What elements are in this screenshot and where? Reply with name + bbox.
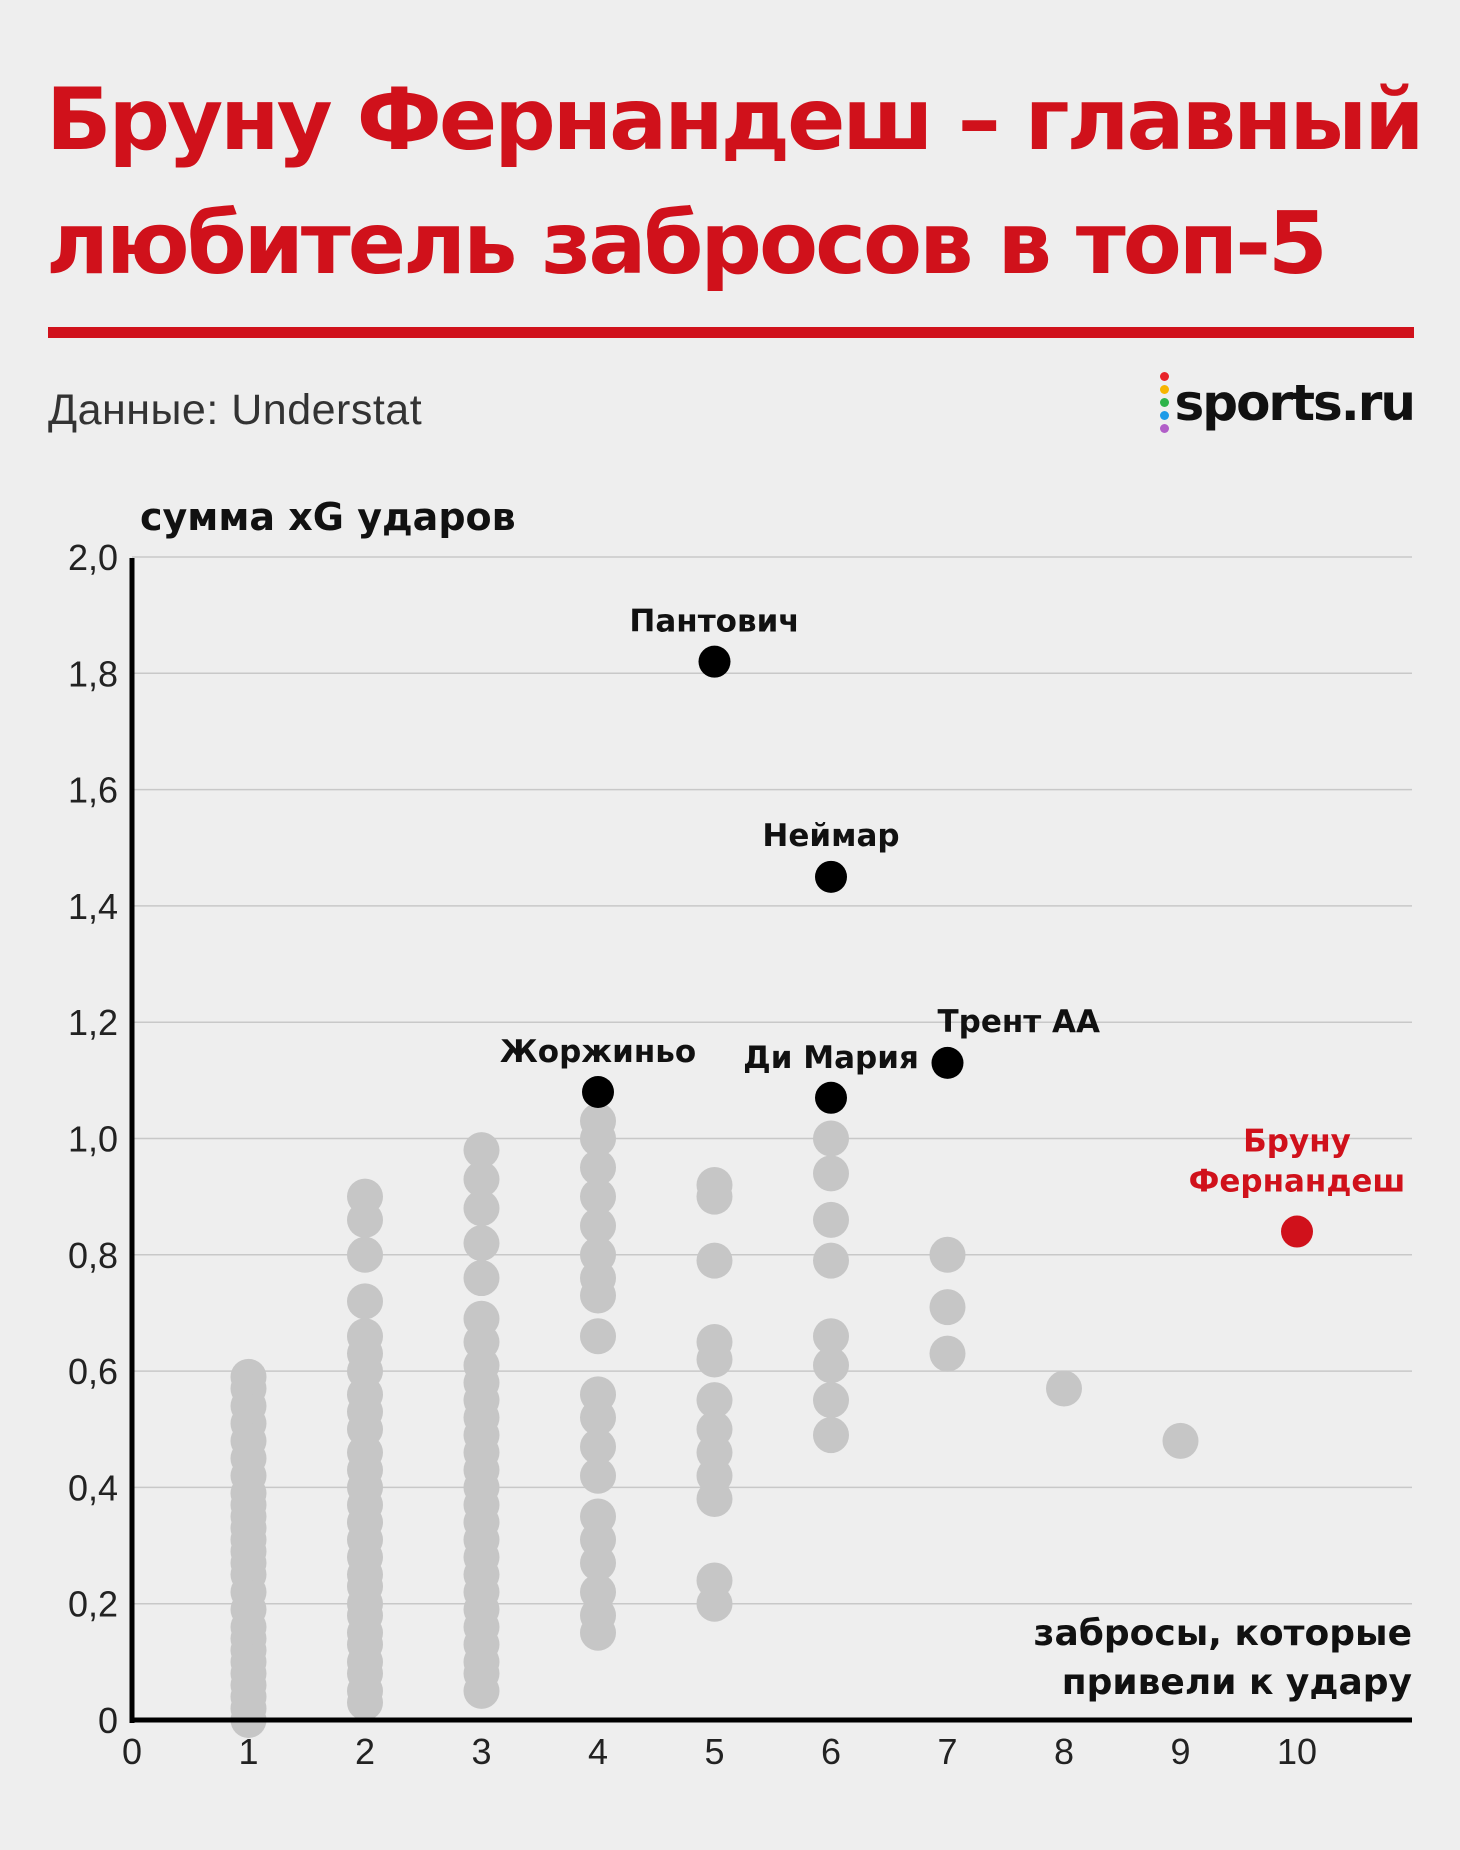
labeled-point [698, 645, 731, 678]
data-point [580, 1457, 616, 1494]
y-tick-label: 1,4 [68, 886, 118, 927]
data-point [580, 1149, 616, 1186]
data-point [813, 1318, 849, 1355]
data-point [696, 1324, 733, 1361]
highlight-label: Бруну [1243, 1124, 1351, 1160]
y-tick-label: 0,8 [68, 1235, 118, 1276]
chart-text: 0 0,2 0,4 0,6 0,8 1,0 1,2 1,4 1,6 1,8 2,0 0 1 2 3 4 5 6 7 8… [68, 495, 1412, 1770]
data-source: Данные: Understat [48, 386, 423, 434]
x-axis-title: привели к удару [1062, 1662, 1412, 1703]
data-point [580, 1236, 616, 1273]
y-tick-label: 1,0 [68, 1119, 118, 1160]
data-point [813, 1155, 849, 1192]
y-tick-label: 2,0 [68, 537, 118, 578]
data-point [230, 1358, 267, 1395]
data-point [580, 1318, 616, 1355]
y-tick-label: 0 [98, 1700, 118, 1741]
data-point [347, 1178, 383, 1215]
highlight-label: Фернандеш [1189, 1164, 1406, 1200]
labeled-points [582, 645, 1313, 1248]
data-point [696, 1562, 733, 1599]
y-tick-label: 0,4 [68, 1467, 118, 1508]
x-tick-label: 4 [588, 1731, 608, 1770]
data-point [580, 1376, 616, 1413]
logo-dot [1159, 398, 1169, 407]
data-point [347, 1236, 383, 1273]
x-tick-label: 3 [471, 1731, 491, 1770]
data-point [813, 1242, 849, 1279]
point-label: Жоржиньо [500, 1034, 696, 1070]
data-point [1162, 1422, 1199, 1459]
data-point [929, 1236, 966, 1273]
data-point [696, 1167, 733, 1204]
data-point [347, 1318, 383, 1355]
data-point [813, 1417, 849, 1454]
data-point [463, 1260, 500, 1297]
labeled-point [582, 1075, 614, 1108]
y-tick-label: 0,2 [68, 1584, 118, 1625]
scatter-chart: 0 0,2 0,4 0,6 0,8 1,0 1,2 1,4 1,6 1,8 2,0 0 1 2 3 4 5 6 7 8… [68, 495, 1412, 1770]
y-tick-label: 0,6 [68, 1351, 118, 1392]
title-underline [48, 327, 1414, 338]
data-point [463, 1190, 500, 1227]
data-point [580, 1207, 616, 1244]
logo-dot [1159, 424, 1169, 433]
data-point [696, 1411, 733, 1448]
x-tick-label: 0 [122, 1731, 142, 1770]
data-point [929, 1335, 966, 1372]
data-point [813, 1382, 849, 1419]
data-point [347, 1283, 383, 1320]
data-point [813, 1120, 849, 1157]
y-tick-label: 1,6 [68, 770, 118, 811]
logo-dots-icon [1159, 372, 1169, 433]
labeled-point [815, 1081, 847, 1114]
unlabeled-points [230, 1103, 1199, 1738]
data-point [580, 1178, 616, 1215]
data-point [580, 1498, 616, 1535]
data-point [813, 1201, 849, 1238]
data-point [696, 1242, 733, 1279]
x-tick-label: 9 [1170, 1731, 1190, 1770]
x-tick-label: 6 [821, 1731, 841, 1770]
data-point [1046, 1370, 1082, 1407]
x-tick-label: 8 [1054, 1731, 1074, 1770]
data-point [463, 1161, 500, 1198]
x-tick-label: 5 [704, 1731, 724, 1770]
labeled-point [815, 860, 847, 893]
logo-text: sports.ru [1174, 373, 1416, 432]
x-axis-title: забросы, которые [1034, 1613, 1412, 1654]
labeled-point [931, 1046, 964, 1079]
x-tick-label: 10 [1277, 1731, 1317, 1770]
y-axis-title: сумма xG ударов [140, 495, 516, 539]
sports-ru-logo: sports.ru [1159, 372, 1416, 433]
chart-title: Бруну Фернандеш – главный любитель забро… [46, 70, 1424, 294]
grid-lines [132, 556, 1412, 1605]
logo-dot [1159, 372, 1169, 381]
x-tick-label: 1 [238, 1731, 258, 1770]
logo-dot [1159, 385, 1169, 394]
data-point [463, 1225, 500, 1262]
point-label: Пантович [629, 604, 799, 640]
x-tick-label: 7 [937, 1731, 957, 1770]
data-point [580, 1574, 616, 1611]
data-point [580, 1428, 616, 1465]
logo-dot [1159, 411, 1169, 420]
data-point [463, 1300, 500, 1337]
y-tick-label: 1,2 [68, 1002, 118, 1043]
point-label: Неймар [762, 818, 899, 854]
data-point [580, 1103, 616, 1140]
data-point [696, 1382, 733, 1419]
data-point [463, 1132, 500, 1169]
point-label: Трент АА [938, 1004, 1101, 1040]
data-point [813, 1347, 849, 1384]
x-tick-label: 2 [355, 1731, 375, 1770]
y-tick-label: 1,8 [68, 653, 118, 694]
highlight-point [1281, 1215, 1313, 1248]
point-label: Ди Мария [743, 1040, 919, 1076]
data-point [929, 1289, 966, 1326]
axes [129, 558, 1412, 1723]
